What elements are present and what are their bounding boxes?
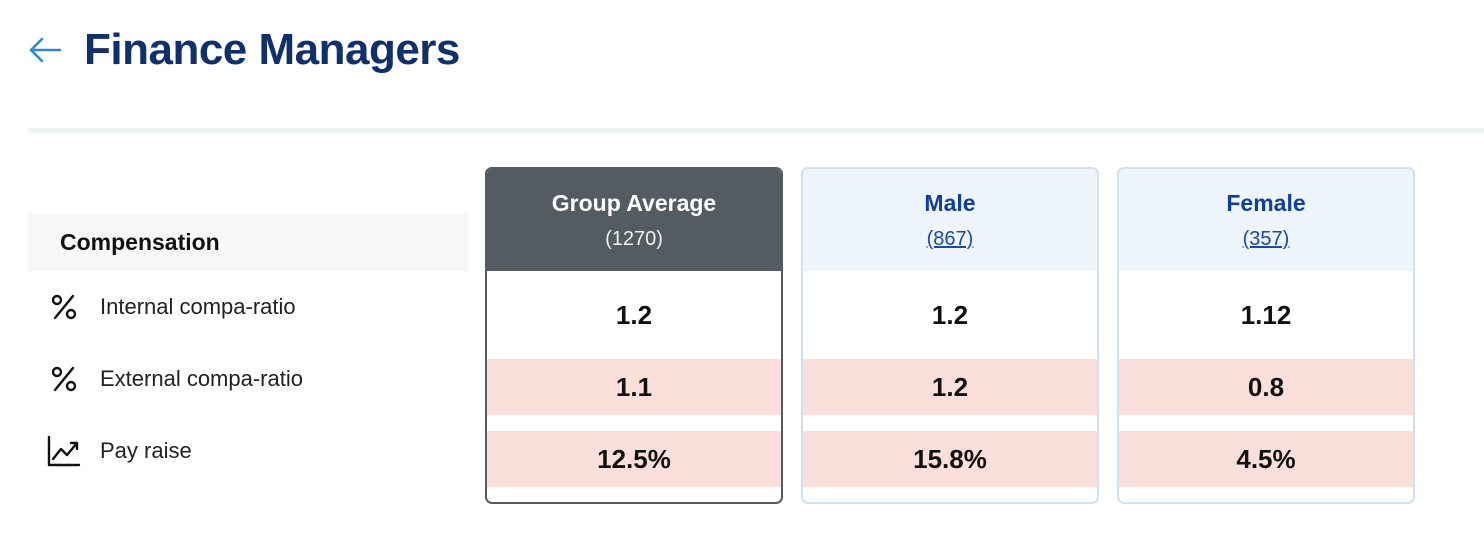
value-cell: 1.2 bbox=[931, 299, 969, 330]
column-title: Male bbox=[924, 190, 976, 216]
back-button[interactable] bbox=[28, 33, 62, 67]
column-header: Male (867) bbox=[803, 169, 1097, 271]
page-header: Finance Managers bbox=[28, 22, 460, 78]
value-cell: 1.12 bbox=[1240, 299, 1292, 330]
column-header: Female (357) bbox=[1119, 169, 1413, 271]
trend-up-icon bbox=[44, 431, 84, 471]
section-title: Compensation bbox=[28, 214, 468, 271]
value-cell: 0.8 bbox=[1119, 359, 1413, 415]
value-cell: 1.2 bbox=[615, 299, 653, 330]
metric-label: Pay raise bbox=[100, 438, 192, 463]
page-title: Finance Managers bbox=[84, 25, 460, 74]
column-count: (1270) bbox=[605, 228, 663, 250]
metric-label: External compa-ratio bbox=[100, 366, 303, 391]
metric-row-external-compa-ratio: External compa-ratio bbox=[28, 343, 468, 415]
column-count-link[interactable]: (357) bbox=[1242, 228, 1290, 250]
value-cell: 12.5% bbox=[487, 431, 781, 487]
metric-labels: Compensation Internal compa-ratio Extern… bbox=[28, 214, 468, 487]
column-title: Group Average bbox=[551, 190, 717, 216]
column-male: Male (867) 1.2 1.2 15.8% bbox=[801, 167, 1099, 504]
metric-label: Internal compa-ratio bbox=[100, 294, 296, 319]
column-group-average: Group Average (1270) 1.2 1.1 12.5% bbox=[485, 167, 783, 504]
column-header: Group Average (1270) bbox=[487, 169, 781, 271]
column-title: Female bbox=[1226, 190, 1306, 216]
column-count-link[interactable]: (867) bbox=[926, 228, 974, 250]
percent-icon bbox=[44, 287, 84, 327]
value-cell: 1.1 bbox=[487, 359, 781, 415]
value-cell: 1.2 bbox=[803, 359, 1097, 415]
arrow-left-icon bbox=[29, 37, 62, 63]
header-divider bbox=[28, 128, 1484, 133]
value-cell: 4.5% bbox=[1119, 431, 1413, 487]
column-female: Female (357) 1.12 0.8 4.5% bbox=[1117, 167, 1415, 504]
value-cell: 15.8% bbox=[803, 431, 1097, 487]
metric-row-internal-compa-ratio: Internal compa-ratio bbox=[28, 271, 468, 343]
percent-icon bbox=[44, 359, 84, 399]
metric-row-pay-raise: Pay raise bbox=[28, 415, 468, 487]
